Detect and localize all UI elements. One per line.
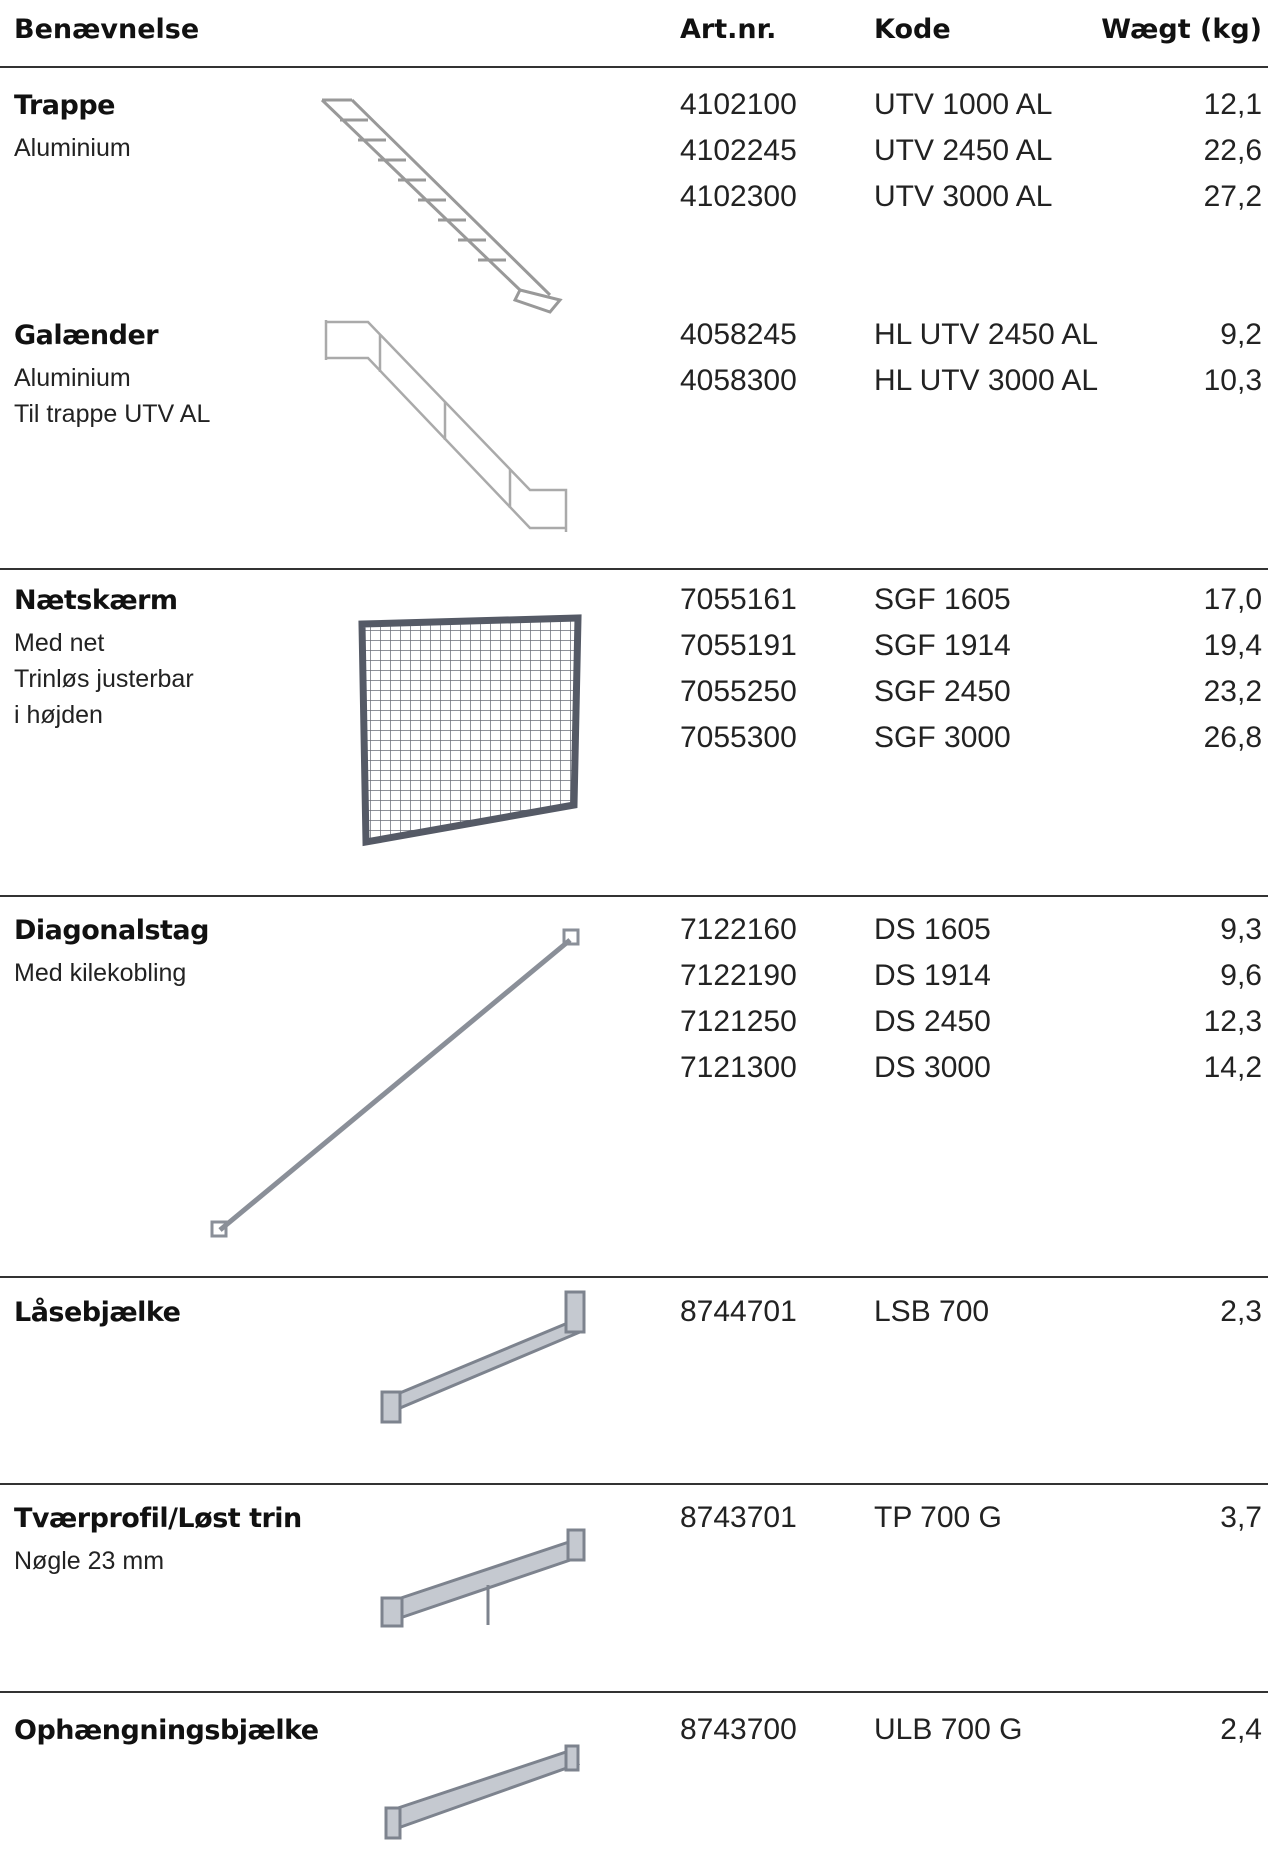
weight: 23,2 <box>1203 675 1262 708</box>
art-number: 7122160 <box>680 913 797 946</box>
section-description: i højden <box>14 701 103 729</box>
art-number: 8744701 <box>680 1295 797 1328</box>
art-number: 7055250 <box>680 675 797 708</box>
diagonal-brace-image <box>210 928 580 1238</box>
weight: 10,3 <box>1203 364 1262 397</box>
mesh-screen-image <box>358 614 582 847</box>
code: HL UTV 3000 AL <box>874 364 1099 397</box>
code: UTV 3000 AL <box>874 180 1053 213</box>
art-number: 7055191 <box>680 629 797 662</box>
code: SGF 3000 <box>874 721 1011 754</box>
art-number: 7121300 <box>680 1051 797 1084</box>
section-description: Med net <box>14 629 105 657</box>
section-title: Nætskærm <box>14 585 178 616</box>
weight: 12,1 <box>1203 88 1262 121</box>
art-number: 4058300 <box>680 364 797 397</box>
railing-image <box>324 320 568 532</box>
suspension-beam-image <box>384 1744 581 1840</box>
stair-image <box>320 98 563 314</box>
section-rule <box>0 895 1268 897</box>
weight: 2,4 <box>1220 1713 1262 1746</box>
weight: 9,6 <box>1220 959 1262 992</box>
art-number: 4102100 <box>680 88 797 121</box>
section-description: Aluminium <box>14 364 131 392</box>
code: UTV 2450 AL <box>874 134 1053 167</box>
section-rule <box>0 1276 1268 1278</box>
weight: 3,7 <box>1220 1501 1262 1534</box>
art-number: 4102245 <box>680 134 797 167</box>
weight: 9,3 <box>1220 913 1262 946</box>
code: UTV 1000 AL <box>874 88 1053 121</box>
weight: 9,2 <box>1220 318 1262 351</box>
weight: 26,8 <box>1203 721 1262 754</box>
section-description: Aluminium <box>14 134 131 162</box>
section-title: Diagonalstag <box>14 915 209 946</box>
art-number: 4102300 <box>680 180 797 213</box>
art-number: 8743700 <box>680 1713 797 1746</box>
section-title: Tværprofil/Løst trin <box>14 1503 302 1534</box>
weight: 27,2 <box>1203 180 1262 213</box>
section-title: Ophængningsbjælke <box>14 1715 319 1746</box>
section-title: Trappe <box>14 90 115 121</box>
section-rule <box>0 1483 1268 1485</box>
code: DS 1605 <box>874 913 991 946</box>
cross-profile-image <box>380 1528 586 1628</box>
code: DS 1914 <box>874 959 991 992</box>
section-rule <box>0 568 1268 570</box>
code: SGF 1605 <box>874 583 1011 616</box>
art-number: 7055300 <box>680 721 797 754</box>
section-title: Galænder <box>14 320 159 351</box>
header-rule <box>0 66 1268 68</box>
section-description: Trinløs justerbar <box>14 665 194 693</box>
weight: 2,3 <box>1220 1295 1262 1328</box>
art-number: 7122190 <box>680 959 797 992</box>
section-title: Låsebjælke <box>14 1297 181 1328</box>
section-rule <box>0 1691 1268 1693</box>
weight: 19,4 <box>1203 629 1262 662</box>
weight: 22,6 <box>1203 134 1262 167</box>
code: DS 2450 <box>874 1005 991 1038</box>
section-description: Med kilekobling <box>14 959 187 987</box>
section-description: Nøgle 23 mm <box>14 1547 165 1575</box>
art-number: 4058245 <box>680 318 797 351</box>
art-number: 7121250 <box>680 1005 797 1038</box>
code: LSB 700 <box>874 1295 990 1328</box>
column-header: Art.nr. <box>680 14 777 45</box>
weight: 17,0 <box>1203 583 1262 616</box>
art-number: 7055161 <box>680 583 797 616</box>
column-header: Wægt (kg) <box>1101 14 1262 45</box>
section-description: Til trappe UTV AL <box>14 400 211 428</box>
code: TP 700 G <box>874 1501 1002 1534</box>
code: SGF 2450 <box>874 675 1011 708</box>
column-header: Kode <box>874 14 951 45</box>
weight: 12,3 <box>1203 1005 1262 1038</box>
art-number: 8743701 <box>680 1501 797 1534</box>
column-header: Benævnelse <box>14 14 200 45</box>
weight: 14,2 <box>1203 1051 1262 1084</box>
code: HL UTV 2450 AL <box>874 318 1099 351</box>
code: SGF 1914 <box>874 629 1011 662</box>
locking-beam-image <box>380 1290 586 1424</box>
code: ULB 700 G <box>874 1713 1023 1746</box>
code: DS 3000 <box>874 1051 991 1084</box>
